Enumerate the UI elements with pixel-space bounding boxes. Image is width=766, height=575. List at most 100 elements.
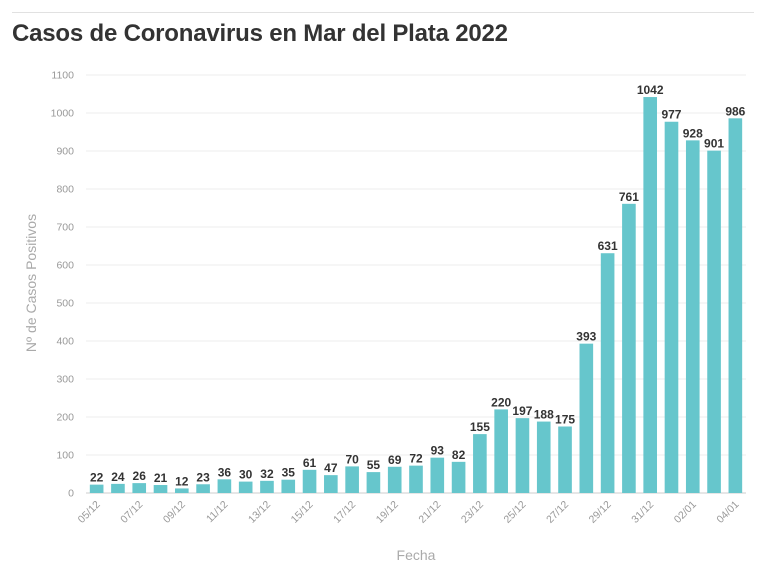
x-tick-label: 07/12 <box>118 499 145 526</box>
x-axis-ticks: 05/12 07/12 09/12 11/12 13/12 15/12 17/12 19/12… <box>76 499 742 526</box>
y-tick-label: 800 <box>56 184 74 196</box>
bar <box>494 409 508 493</box>
data-label: 82 <box>452 448 466 462</box>
data-label: 901 <box>704 137 724 151</box>
data-label: 986 <box>725 104 745 118</box>
bar <box>515 418 530 493</box>
x-tick-label: 09/12 <box>161 499 188 526</box>
bar <box>217 479 232 493</box>
x-tick-label: 11/12 <box>204 499 231 526</box>
x-tick-label: 17/12 <box>331 499 358 526</box>
data-labels: 22 24 26 21 12 23 36 30 32 35 61 47 70 55 69 72 93 82 1552… <box>90 83 746 488</box>
data-label: 70 <box>345 452 359 466</box>
gridlines <box>86 74 746 494</box>
bar <box>536 421 551 493</box>
x-axis-title: Fecha <box>397 547 436 563</box>
bar <box>664 121 679 494</box>
bar <box>643 97 658 493</box>
bar <box>600 253 615 493</box>
data-label: 22 <box>90 471 104 485</box>
data-label: 1042 <box>637 83 664 97</box>
data-label: 72 <box>409 452 423 466</box>
bar <box>387 466 402 493</box>
y-tick-label: 300 <box>56 374 74 386</box>
bar <box>196 484 210 493</box>
bar <box>174 488 189 493</box>
data-label: 631 <box>598 239 618 253</box>
x-tick-label: 21/12 <box>416 499 443 526</box>
bar <box>409 465 423 493</box>
data-label: 175 <box>555 413 575 427</box>
x-tick-label: 25/12 <box>502 499 529 526</box>
bar <box>473 434 487 493</box>
bar <box>89 484 104 493</box>
top-divider <box>12 12 754 13</box>
data-label: 32 <box>260 467 274 481</box>
data-label: 393 <box>576 330 596 344</box>
data-label: 928 <box>683 126 703 140</box>
data-label: 977 <box>661 108 681 122</box>
bar <box>728 118 743 493</box>
bar <box>366 472 381 493</box>
y-tick-label: 200 <box>56 412 74 424</box>
y-tick-label: 500 <box>56 298 74 310</box>
data-label: 21 <box>154 471 168 485</box>
data-label: 61 <box>303 456 317 470</box>
data-label: 761 <box>619 190 639 204</box>
bar <box>281 479 296 493</box>
y-tick-label: 600 <box>56 260 74 272</box>
data-label: 188 <box>534 408 554 422</box>
data-label: 23 <box>196 470 210 484</box>
bar <box>579 343 594 493</box>
bar <box>238 481 253 493</box>
bar <box>260 480 274 493</box>
data-label: 55 <box>367 458 381 472</box>
y-tick-label: 400 <box>56 336 74 348</box>
y-tick-label: 100 <box>56 450 74 462</box>
data-label: 12 <box>175 474 189 488</box>
y-tick-label: 0 <box>68 488 74 500</box>
data-label: 93 <box>431 444 445 458</box>
data-label: 35 <box>282 466 296 480</box>
x-tick-label: 05/12 <box>76 499 103 526</box>
y-axis-title: Nº de Casos Positivos <box>23 214 39 352</box>
data-label: 69 <box>388 453 402 467</box>
y-tick-label: 700 <box>56 222 74 234</box>
y-tick-label: 1000 <box>51 108 75 120</box>
data-label: 30 <box>239 468 253 482</box>
x-tick-label: 31/12 <box>629 499 656 526</box>
y-tick-label: 1100 <box>51 70 74 82</box>
x-tick-label: 04/01 <box>714 499 741 526</box>
x-tick-label: 23/12 <box>459 499 486 526</box>
bar <box>451 461 466 493</box>
bar <box>345 466 359 493</box>
data-label: 26 <box>133 469 147 483</box>
data-label: 220 <box>491 395 511 409</box>
data-label: 24 <box>111 470 125 484</box>
x-tick-label: 13/12 <box>246 499 273 526</box>
bar <box>302 469 317 493</box>
bar <box>153 485 168 493</box>
bar <box>558 426 572 493</box>
bar <box>111 483 125 493</box>
chart-title: Casos de Coronavirus en Mar del Plata 20… <box>12 20 508 47</box>
data-label: 155 <box>470 420 490 434</box>
y-axis-ticks: 0 100 200 300 400 500 600 700 800 900 1000 1100 <box>51 70 75 500</box>
bar <box>430 457 445 493</box>
bar <box>707 150 721 493</box>
data-label: 47 <box>324 461 338 475</box>
bar <box>622 203 636 493</box>
bar <box>324 475 338 493</box>
data-label: 197 <box>512 404 532 418</box>
data-label: 36 <box>218 465 232 479</box>
bars <box>89 97 743 494</box>
x-tick-label: 27/12 <box>544 499 571 526</box>
x-tick-label: 15/12 <box>289 499 316 526</box>
bar <box>132 483 147 493</box>
x-tick-label: 19/12 <box>374 499 401 526</box>
bar <box>685 140 700 494</box>
x-tick-label: 29/12 <box>587 499 614 526</box>
y-tick-label: 900 <box>56 146 74 158</box>
x-tick-label: 02/01 <box>672 499 699 526</box>
